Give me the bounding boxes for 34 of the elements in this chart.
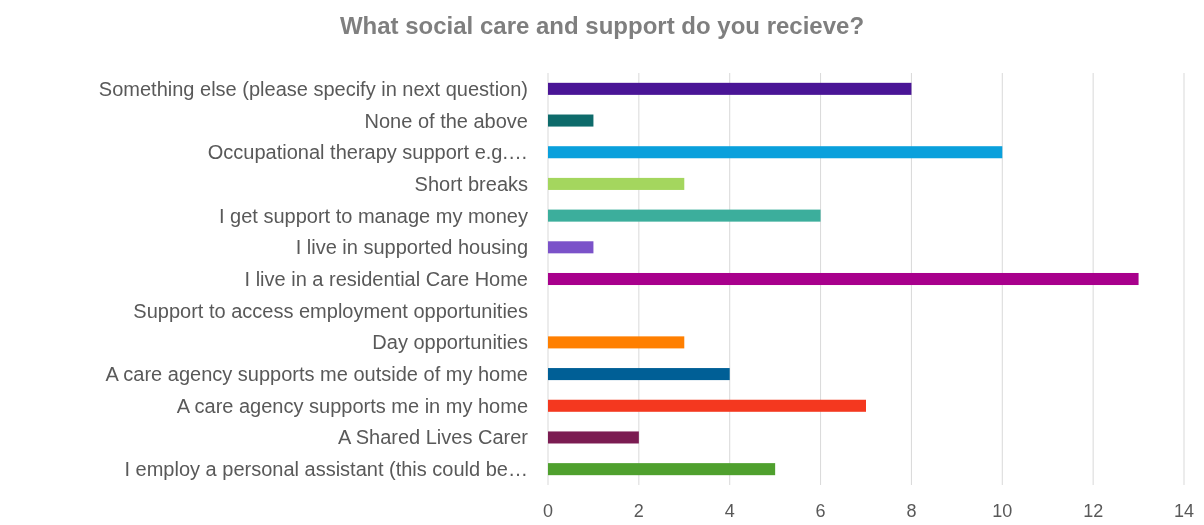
x-tick-label: 10 [992,501,1013,521]
bar [548,336,685,349]
y-tick-label: Day opportunities [372,331,528,354]
bar [548,114,594,127]
y-tick-label: A care agency supports me outside of my home [105,363,528,386]
bar [548,399,866,412]
y-tick-label: Support to access employment opportunities [133,299,528,322]
bar [548,209,821,222]
y-tick-label: I live in supported housing [295,236,528,259]
bar [548,368,730,381]
y-tick-label: I get support to manage my money [218,204,528,227]
x-tick-label: 14 [1173,501,1195,521]
y-tick-label: I employ a personal assistant (this could be… [124,458,528,481]
y-tick-label: A Shared Lives Carer [337,426,529,449]
y-tick-label: I live in a residential Care Home [244,268,528,290]
y-tick-label: None of the above [364,109,528,132]
bar [548,272,1139,286]
bar [548,463,776,476]
y-tick-label: Something else (please specify in next question) [98,77,528,100]
bar [548,431,639,444]
x-tick-label: 0 [542,501,554,521]
bar [548,177,685,190]
x-tick-label: 6 [815,501,826,521]
x-tick-label: 2 [633,501,644,521]
x-tick-label: 4 [724,501,735,521]
y-tick-label: A care agency supports me in my home [176,394,528,417]
bar [548,241,594,254]
y-tick-label: Short breaks [414,172,528,195]
bar [548,146,1003,159]
bar [548,82,912,95]
y-tick-label: Occupational therapy support e.g.… [207,141,528,164]
x-tick-label: 8 [906,501,917,521]
x-tick-label: 12 [1083,501,1104,521]
chart-title: What social care and support do you recieve? [339,12,865,39]
